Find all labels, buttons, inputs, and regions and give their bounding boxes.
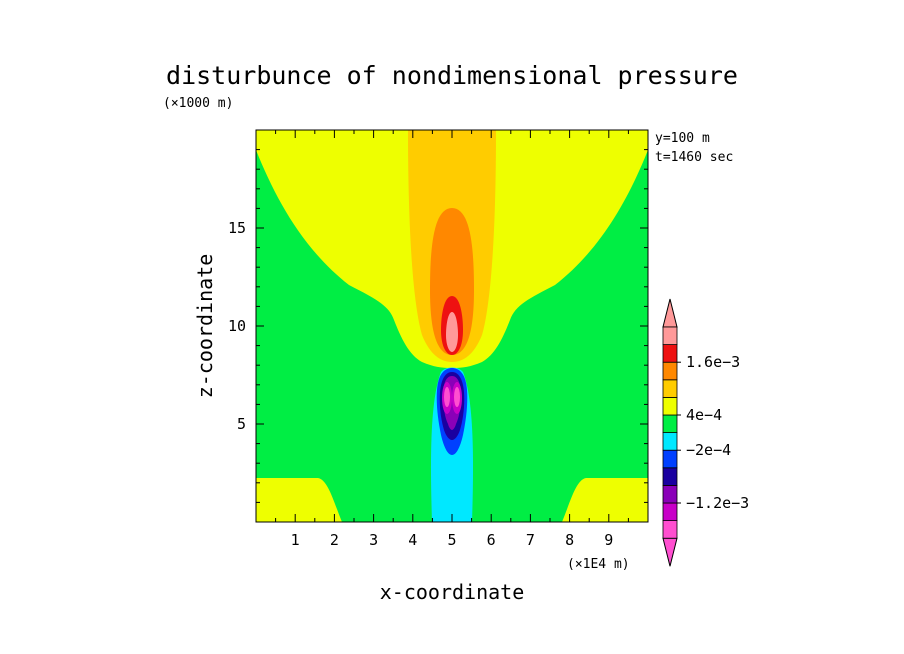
- colorbar: 1.6e−3 4e−4 −2e−4 −1.2e−3: [662, 298, 749, 567]
- contour-pink: [446, 312, 458, 352]
- plot-area: [256, 130, 648, 522]
- colorbar-box: [662, 467, 678, 486]
- colorbar-label: −1.2e−3: [686, 494, 749, 512]
- x-tick-label: 1: [291, 531, 300, 549]
- chart-title: disturbunce of nondimensional pressure: [166, 61, 738, 90]
- x-tick-label: 6: [487, 531, 496, 549]
- x-tick-label: 2: [330, 531, 339, 549]
- axis-tick-labels: 1 2 3 4 5 6 7 8 9 5 10 15: [228, 219, 613, 549]
- x-tick-label: 9: [604, 531, 613, 549]
- colorbar-box: [662, 396, 678, 416]
- contour-pink-min-left: [444, 387, 450, 407]
- y-unit-label: (×1000 m): [163, 96, 233, 111]
- x-tick-label: 5: [447, 531, 456, 549]
- x-tick-label: 7: [526, 531, 535, 549]
- y-tick-label: 5: [237, 415, 246, 433]
- colorbar-extend-min: [662, 537, 678, 567]
- contour-pink-min-right: [454, 387, 460, 407]
- colorbar-box: [662, 502, 678, 522]
- info-y: y=100 m: [655, 131, 710, 146]
- colorbar-box: [662, 432, 678, 451]
- colorbar-extend-max: [662, 298, 678, 328]
- x-tick-label: 3: [369, 531, 378, 549]
- colorbar-box: [662, 520, 678, 539]
- axis-ticks: [256, 130, 648, 522]
- y-tick-label: 10: [228, 317, 246, 335]
- colorbar-box: [662, 361, 678, 381]
- colorbar-box: [662, 344, 678, 363]
- colorbar-box: [662, 326, 678, 346]
- contour-orange: [430, 208, 474, 355]
- info-t: t=1460 sec: [655, 150, 733, 165]
- y-axis-label: z-coordinate: [193, 254, 217, 399]
- x-tick-label: 8: [565, 531, 574, 549]
- colorbar-box: [662, 484, 678, 504]
- colorbar-label: −2e−4: [686, 441, 731, 459]
- colorbar-box: [662, 414, 678, 434]
- y-tick-label: 15: [228, 219, 246, 237]
- colorbar-box: [662, 449, 678, 469]
- contour-yellow-bottom-right: [562, 478, 648, 522]
- contour-yellow-bottom-left: [256, 478, 342, 522]
- x-axis-label: x-coordinate: [380, 580, 525, 604]
- x-unit-label: (×1E4 m): [567, 557, 630, 572]
- colorbar-box: [662, 379, 678, 398]
- x-tick-label: 4: [408, 531, 417, 549]
- colorbar-label: 1.6e−3: [686, 353, 740, 371]
- colorbar-label: 4e−4: [686, 406, 722, 424]
